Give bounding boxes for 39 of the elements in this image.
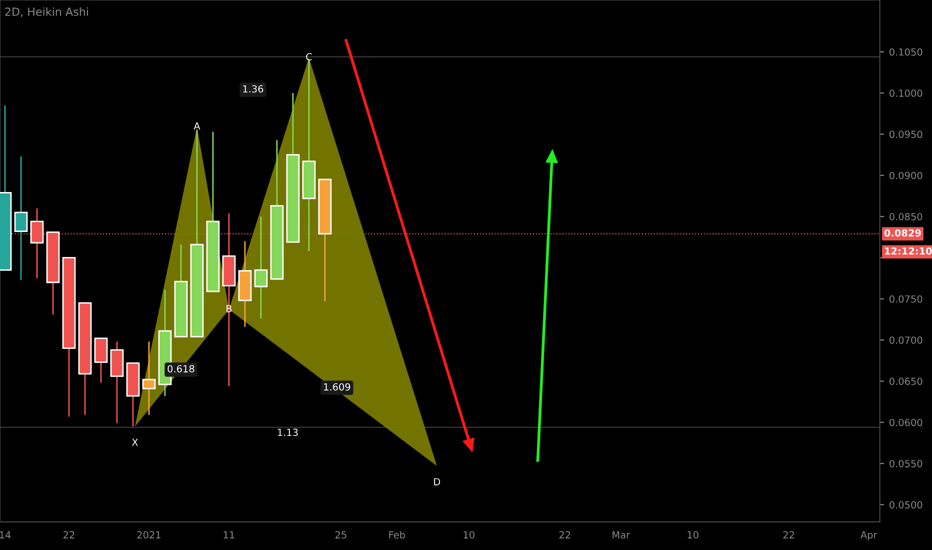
annotation: A [194, 122, 200, 130]
y-tick-label: 0.0700 [889, 336, 922, 344]
annotation: 1.13 [278, 428, 298, 436]
y-tick-label: 0.0900 [889, 172, 922, 180]
x-tick-label: 14 [0, 531, 11, 538]
ref-line-label: 0.0829 [884, 229, 921, 237]
x-tick-label: 25 [335, 531, 346, 539]
annotation: 1.36 [243, 85, 264, 93]
text: 12:12:10 [885, 247, 932, 255]
text: 2D, Heikin Ashi [5, 7, 88, 18]
annotation: B [226, 305, 232, 312]
x-tick-label: 22 [64, 531, 74, 538]
x-tick-label: 10 [464, 531, 474, 539]
x-tick-label: Feb [389, 530, 405, 539]
x-tick-label: 22 [559, 531, 570, 538]
x-tick-label: 10 [688, 531, 698, 539]
y-tick-label: 0.0500 [889, 501, 922, 508]
x-tick-label: Mar [612, 531, 630, 539]
y-tick-label: 0.1050 [889, 48, 922, 56]
y-tick-label: 0.0650 [889, 378, 922, 386]
candlestick [142, 340, 156, 416]
annotation: 1.609 [324, 383, 350, 391]
x-tick-label: Apr [860, 531, 878, 540]
y-tick-label: 0.0550 [889, 460, 922, 468]
y-tick-label: 0.0850 [889, 212, 922, 220]
y-tick-label: 0.0600 [889, 418, 922, 426]
y-tick-label: 0.1000 [889, 90, 922, 97]
x-tick-label: 22 [783, 531, 794, 538]
y-tick-label: 0.0750 [889, 295, 922, 303]
annotation: 0.618 [168, 365, 194, 372]
annotation: C [306, 53, 312, 60]
x-tick-label: 2021 [137, 531, 160, 539]
candlestick [94, 338, 108, 384]
candlestick [14, 156, 28, 281]
annotation: X [132, 438, 138, 446]
annotation: D [434, 478, 440, 486]
y-tick-label: 0.0950 [889, 130, 922, 138]
candlestick [254, 216, 268, 320]
x-tick-label: 11 [224, 531, 234, 538]
